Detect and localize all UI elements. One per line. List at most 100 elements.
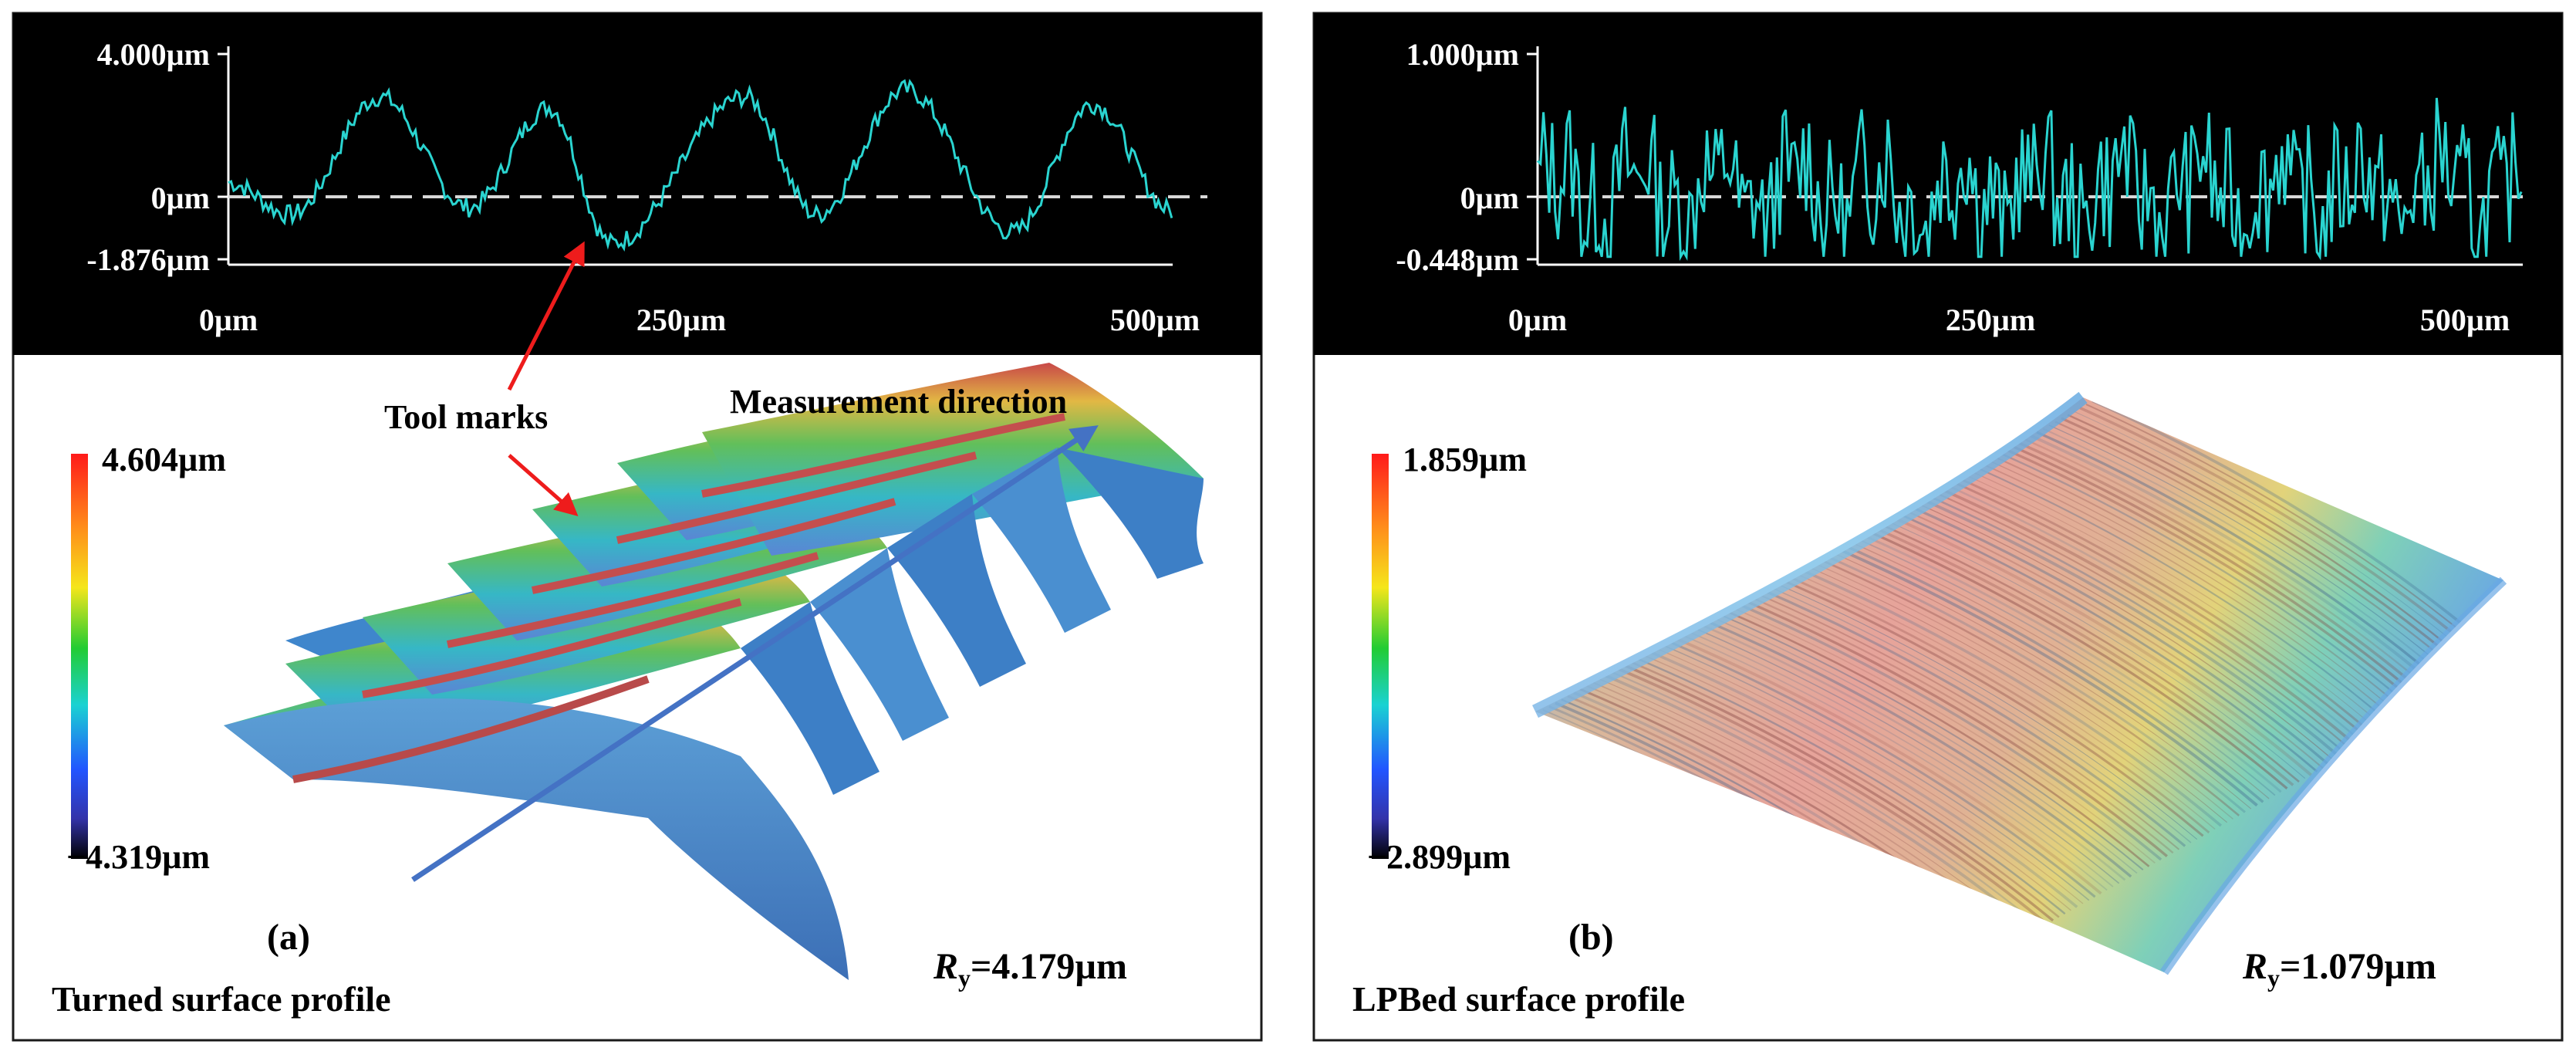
panel-b-stripe [1678, 633, 2108, 891]
panel-b-stripe [1962, 473, 2384, 735]
panel-b-stripe [1851, 536, 2276, 796]
panel-b-stripe [1690, 626, 2120, 884]
panel-b-stripe [1863, 528, 2288, 790]
panel-b-stripe [1943, 483, 2366, 745]
panel-b-ry-value: =1.079µm [2280, 946, 2436, 987]
panel-b-stripe [1659, 643, 2090, 901]
panel-a-ridge-crest-3 [446, 552, 819, 648]
panel-b: 1.000µm 0µm -0.448µm 0µm 250µm 500µm 1.8… [1312, 12, 2564, 1042]
panel-b-stripe [1647, 649, 2078, 908]
panel-a-ytick-label-top: 4.000µm [97, 37, 210, 72]
panel-b-colorbar-min: −2.899µm [1367, 838, 1511, 876]
panel-a-tool-marks-arrow-down [508, 454, 579, 516]
panel-a-ridge-side-5 [972, 448, 1111, 633]
panel-b-stripe [2085, 404, 2503, 668]
panel-b-stripe [1937, 486, 2361, 749]
panel-b-stripe [1783, 573, 2210, 833]
panel-b-surface-right-edge [2160, 576, 2507, 975]
panel-b-stripe [1832, 545, 2258, 807]
panel-a-xtick-label-0: 0µm [199, 303, 258, 337]
panel-b-stripe [1999, 451, 2420, 715]
panel-a-profile-bg [13, 13, 1261, 355]
panel-b-stripe [1666, 639, 2096, 898]
panel-b-profile-trace [1536, 97, 2523, 262]
panel-b-stripe [1956, 476, 2378, 739]
panel-b-stripe [1857, 532, 2282, 793]
panel-a-ry-sub: y [958, 964, 971, 992]
panel-b-stripe [1894, 511, 2318, 772]
panel-b-stripe [1746, 594, 2174, 854]
panel-a-colorbar-min: −4.319µm [66, 838, 210, 876]
panel-b-stripe [1721, 608, 2150, 867]
panel-b-caption: LPBed surface profile [1352, 979, 1685, 1019]
panel-b-stripe [2048, 424, 2468, 688]
panel-b-stripe [2011, 444, 2433, 708]
panel-b-stripe [2067, 414, 2486, 678]
panel-a-surface-front [224, 698, 849, 980]
panel-a-caption: Turned surface profile [52, 979, 391, 1019]
panel-b-stripe [1808, 559, 2233, 820]
panel-a-colorbar [71, 454, 88, 859]
panel-b-stripe [1653, 647, 2084, 904]
panel-b-stripe [1882, 518, 2306, 779]
panel-a-ridge-crest-1 [292, 675, 650, 783]
panel-b-stripe [1703, 618, 2132, 878]
panel-b-stripe [1709, 615, 2138, 874]
panel-b-stripe [1925, 493, 2348, 755]
panel-b-stripe [2061, 417, 2480, 681]
panel-b-stripe [1826, 549, 2252, 810]
panel-b-stripe [1610, 671, 2042, 928]
panel-b-ry-sub: y [2267, 964, 2280, 992]
panel-a-tool-marks-label: Tool marks [384, 398, 548, 436]
panel-b-label: (b) [1568, 917, 1614, 958]
panel-b-stripe [1875, 521, 2300, 783]
panel-b-xtick-label-250: 250µm [1946, 303, 2035, 337]
panel-b-stripe [1771, 580, 2198, 840]
panel-b-stripe [1672, 635, 2102, 895]
panel-a-ytick-label-bottom: -1.876µm [86, 242, 210, 277]
panel-b-stripe [1684, 629, 2114, 887]
panel-a-measurement-arrow [411, 425, 1099, 882]
panel-b-stripe [1820, 553, 2246, 813]
panel-b-stripe [2036, 431, 2456, 695]
panel-b-stripe [1931, 490, 2354, 752]
panel-a-ridge-crest-2 [362, 598, 742, 698]
panel-b-stripe [1993, 455, 2414, 718]
panel-a-ridge-side-2 [741, 602, 879, 795]
panel-b-stripe [1987, 459, 2408, 722]
panel-b-stripe [1622, 663, 2054, 922]
panel-b-stripe [2054, 421, 2474, 684]
panel-b-stripe [1734, 600, 2162, 861]
panel-b-xtick-label-0: 0µm [1508, 303, 1567, 337]
panel-a-ytick-label-zero: 0µm [151, 181, 210, 215]
panel-b-stripes [1542, 399, 2503, 965]
panel-b-stripe [1727, 605, 2156, 864]
panel-b-ry: Ry=1.079µm [2242, 946, 2436, 992]
panel-b-stripe [1974, 465, 2396, 728]
panel-b-stripe [2005, 448, 2426, 712]
panel-b-ytick-label-zero: 0µm [1460, 181, 1519, 215]
panel-b-stripe [1789, 570, 2216, 830]
panel-b-stripe [1758, 586, 2186, 847]
panel-b-colorbar-max: 1.859µm [1403, 441, 1527, 478]
panel-b-stripe [1629, 660, 2060, 918]
panel-a-colorbar-max: 4.604µm [102, 441, 226, 478]
panel-b-stripe [2017, 441, 2439, 705]
panel-a-ridge-crest-4 [531, 498, 896, 594]
panel-a-ry: Ry=4.179µm [933, 946, 1127, 992]
panel-b-stripe [1980, 462, 2402, 725]
panel-b-stripe [2024, 438, 2444, 701]
panel-b-surface-3d [1532, 391, 2507, 975]
panel-b-stripe [1845, 539, 2270, 799]
panel-a-ridge-crest-6 [701, 413, 1065, 498]
panel-a-ry-symbol: R [933, 946, 958, 987]
panel-b-stripe [1801, 563, 2228, 823]
panel-b-stripe [1641, 654, 2071, 911]
panel-b-stripe [1900, 508, 2324, 769]
panel-a-ridge-crest-5 [616, 451, 977, 544]
panel-b-colorbar [1372, 454, 1389, 859]
panel-b-ytick-label-top: 1.000µm [1406, 37, 1519, 72]
panel-b-stripe [2030, 434, 2450, 698]
panel-b-surface-left-edge [1532, 391, 2088, 718]
